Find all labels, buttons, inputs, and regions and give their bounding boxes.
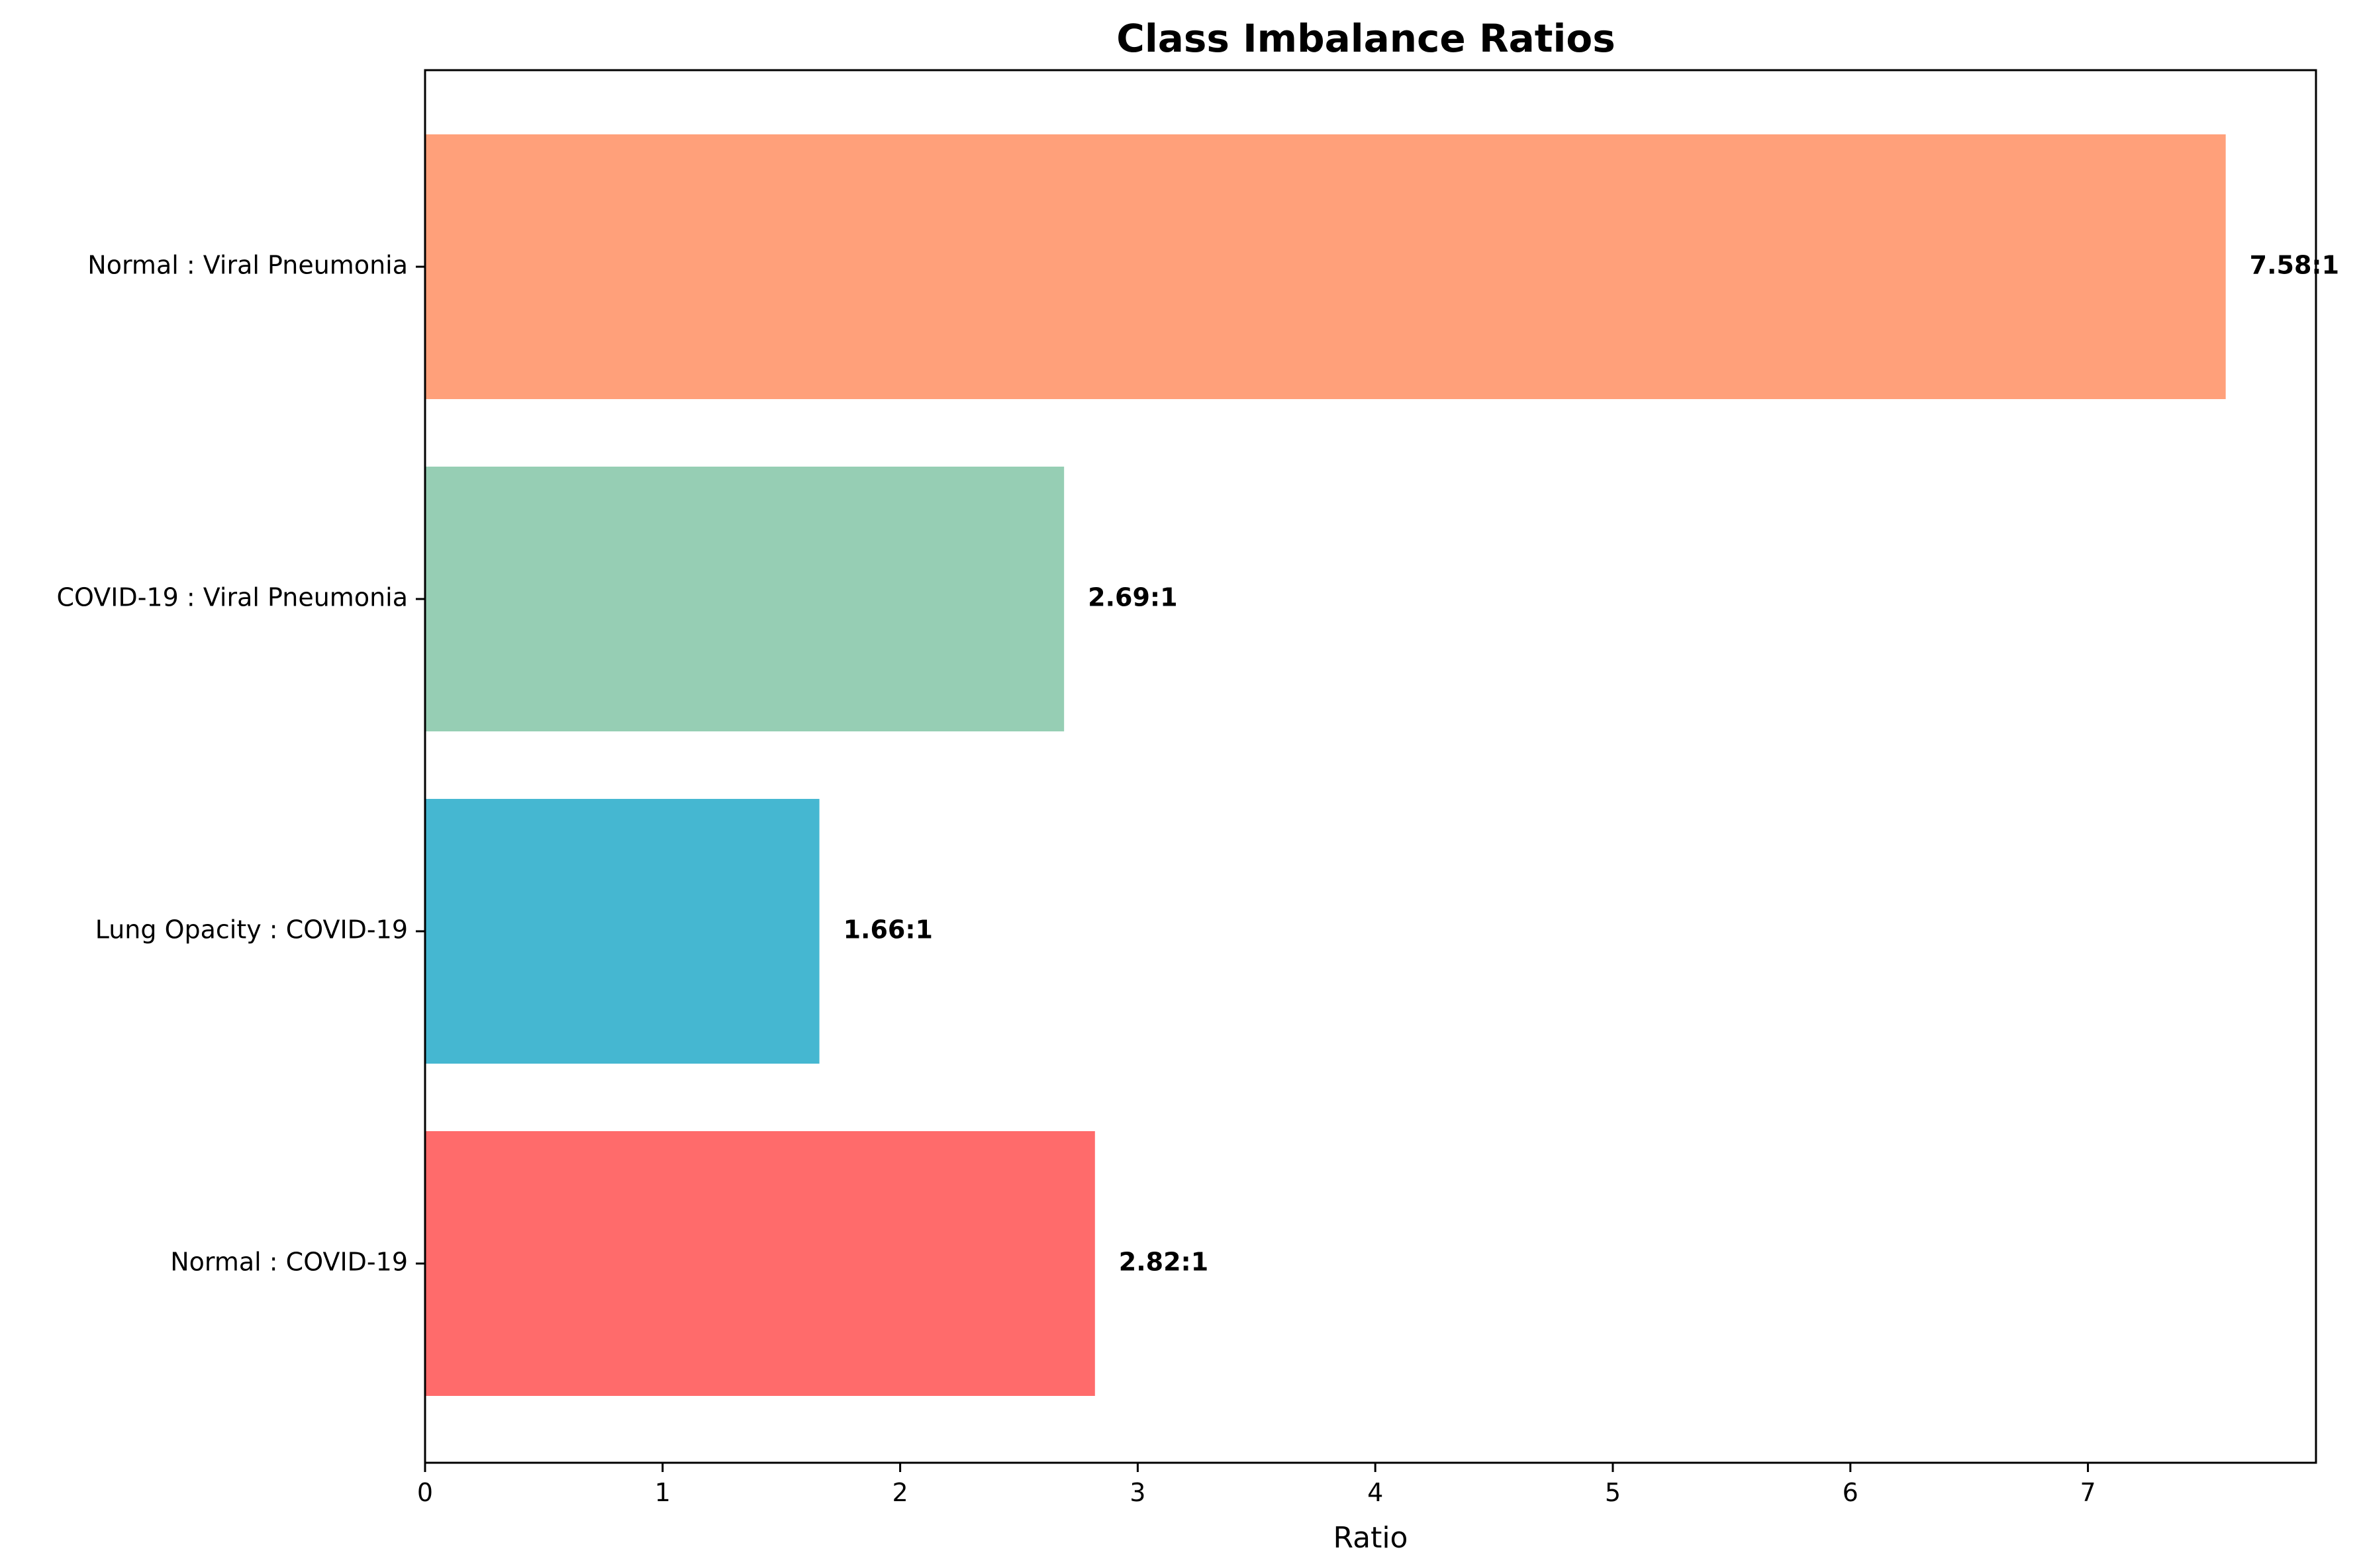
x-tick-label: 2 xyxy=(892,1478,908,1507)
bar xyxy=(425,467,1065,731)
data-label: 2.82:1 xyxy=(1119,1248,1208,1277)
chart-title: Class Imbalance Ratios xyxy=(1116,16,1615,61)
x-tick-label: 0 xyxy=(417,1478,433,1507)
value-labels-group: 2.82:1 1.66:1 2.69:1 7.58:1 xyxy=(843,251,2339,1277)
bar xyxy=(425,134,2226,399)
y-tick-label: Normal : COVID-19 xyxy=(170,1248,408,1277)
x-tick-label: 6 xyxy=(1843,1478,1858,1507)
bar xyxy=(425,1131,1095,1396)
x-tick-label: 7 xyxy=(2080,1478,2096,1507)
plot-frame xyxy=(424,69,2317,1464)
data-label: 7.58:1 xyxy=(2250,251,2339,280)
x-tick-label: 1 xyxy=(655,1478,671,1507)
x-tick-label: 5 xyxy=(1605,1478,1621,1507)
x-axis-label: Ratio xyxy=(1333,1521,1408,1555)
data-label: 2.69:1 xyxy=(1088,583,1177,612)
y-axis: Normal : COVID-19 Lung Opacity : COVID-19… xyxy=(56,251,425,1277)
data-label: 1.66:1 xyxy=(843,915,933,945)
x-axis: 0 1 2 3 4 5 6 7 xyxy=(417,1463,2096,1507)
y-tick-label: COVID-19 : Viral Pneumonia xyxy=(56,583,408,612)
bars-group xyxy=(425,134,2226,1396)
bar xyxy=(425,799,820,1064)
y-tick-label: Normal : Viral Pneumonia xyxy=(87,251,408,280)
y-tick-label: Lung Opacity : COVID-19 xyxy=(95,915,408,945)
x-tick-label: 3 xyxy=(1130,1478,1145,1507)
x-tick-label: 4 xyxy=(1367,1478,1383,1507)
